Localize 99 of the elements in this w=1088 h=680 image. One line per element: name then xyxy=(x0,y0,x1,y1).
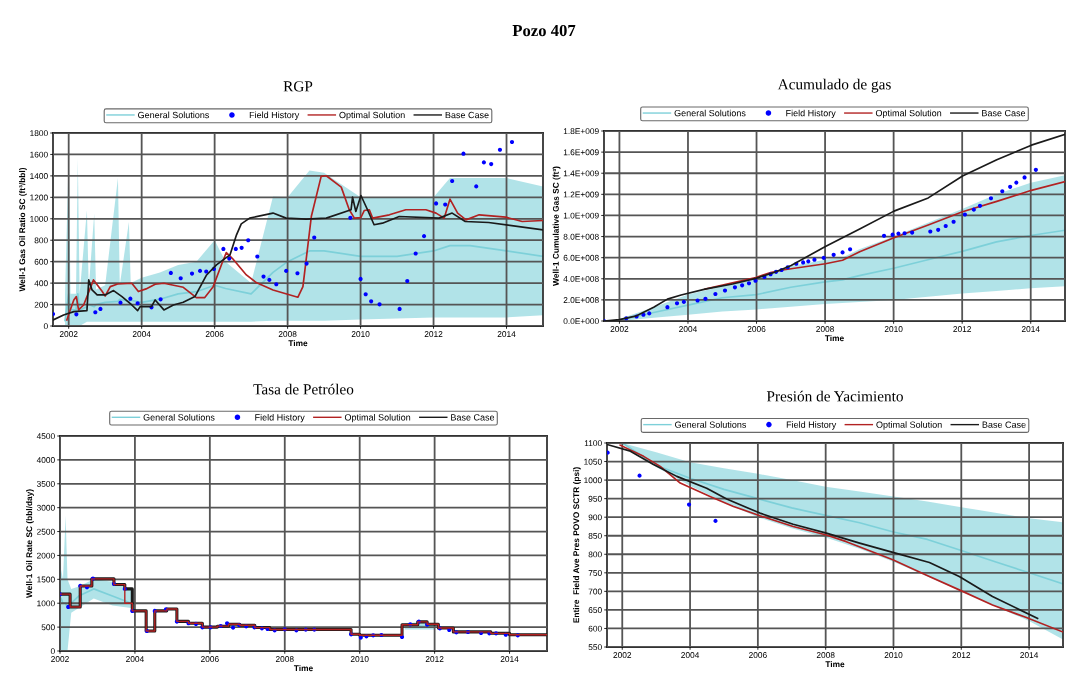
x-tick-label: 2006 xyxy=(205,331,224,337)
x-tick-label: 2014 xyxy=(1021,326,1040,332)
x-tick-label: 2010 xyxy=(351,331,370,337)
x-tick-label: 2008 xyxy=(816,652,835,658)
y-tick-label: 950 xyxy=(588,495,602,502)
y-tick-label: 200 xyxy=(34,301,48,308)
y-tick-label: 1600 xyxy=(30,151,48,158)
legend-label: Optimal Solution xyxy=(875,109,942,119)
y-tick-label: 550 xyxy=(588,644,602,651)
y-tick-label: 800 xyxy=(588,551,602,558)
legend-label: General Solutions xyxy=(674,109,746,117)
x-tick-label: 2008 xyxy=(816,326,834,332)
y-tick-label: 1100 xyxy=(584,440,602,447)
y-tick-label: 1400 xyxy=(30,173,48,179)
y-tick-label: 1.8E+009 xyxy=(563,128,599,135)
x-axis-title: Time xyxy=(825,661,845,668)
y-tick-label: 0 xyxy=(50,648,55,655)
y-tick-label: 800 xyxy=(34,237,48,244)
legend-label: General Solutions xyxy=(138,111,210,119)
y-tick-label: 4500 xyxy=(36,433,55,440)
legend-label: Base Case xyxy=(445,111,489,119)
x-tick-label: 2004 xyxy=(679,326,697,332)
chart-title: Acumulado de gas xyxy=(777,78,891,93)
y-tick-label: 600 xyxy=(588,625,602,632)
y-axis-title: Well-1 Cumulative Gas SC (ft³) xyxy=(552,166,561,286)
x-axis-title: Time xyxy=(293,665,313,672)
y-tick-label: 1200 xyxy=(30,194,48,201)
y-tick-label: 850 xyxy=(588,532,602,539)
y-tick-label: 500 xyxy=(41,624,55,631)
x-tick-label: 2002 xyxy=(59,331,78,337)
y-tick-label: 6.0E+008 xyxy=(563,254,599,261)
x-tick-label: 2012 xyxy=(952,652,971,658)
legend-label: Base Case xyxy=(982,109,1026,117)
x-tick-label: 2014 xyxy=(500,656,519,662)
y-tick-label: 1000 xyxy=(37,600,55,607)
chart-title: Presión de Yacimiento xyxy=(766,390,903,402)
y-tick-label: 0.0E+000 xyxy=(563,318,599,325)
y-tick-label: 700 xyxy=(588,588,602,595)
x-tick-label: 2006 xyxy=(201,656,219,662)
y-tick-label: 650 xyxy=(588,607,602,614)
legend-label: Optimal Solution xyxy=(876,421,942,430)
y-tick-label: 1050 xyxy=(584,458,602,465)
y-tick-label: 0 xyxy=(43,323,48,330)
y-tick-label: 4.0E+008 xyxy=(563,275,599,282)
y-tick-label: 3500 xyxy=(36,480,55,487)
y-tick-label: 900 xyxy=(588,514,602,521)
x-tick-label: 2004 xyxy=(132,331,151,337)
y-axis-title: Well-1 Gas Oil Ratio SC (ft³/bbl) xyxy=(19,167,27,292)
x-tick-label: 2010 xyxy=(884,652,903,658)
legend-label: Field History xyxy=(249,111,300,120)
y-tick-label: 3000 xyxy=(36,504,55,511)
y-tick-label: 750 xyxy=(588,570,602,576)
legend-label: Field History xyxy=(255,413,305,423)
x-tick-label: 2012 xyxy=(424,331,443,337)
legend-label: General Solutions xyxy=(675,421,747,428)
legend-label: General Solutions xyxy=(143,413,215,421)
legend-label: Base Case xyxy=(982,421,1026,428)
x-tick-label: 2012 xyxy=(425,656,444,662)
y-axis-title: Well-1 Oil Rate SC (bbl/day) xyxy=(26,489,34,599)
x-tick-label: 2008 xyxy=(275,656,294,662)
x-tick-label: 2014 xyxy=(1020,652,1039,658)
y-tick-label: 1.2E+009 xyxy=(563,191,599,198)
y-tick-label: 1.6E+009 xyxy=(563,149,599,156)
legend-label: Field History xyxy=(786,421,837,430)
x-tick-label: 2004 xyxy=(681,652,700,658)
x-axis-title: Time xyxy=(824,335,844,342)
chart-title: Tasa de Petróleo xyxy=(253,383,354,395)
y-tick-label: 2.0E+008 xyxy=(563,297,599,303)
y-tick-label: 1000 xyxy=(30,215,48,222)
legend-label: Base Case xyxy=(451,414,495,421)
y-tick-label: 400 xyxy=(34,280,48,287)
y-tick-label: 1000 xyxy=(584,477,602,484)
y-tick-label: 1800 xyxy=(30,130,48,137)
x-axis-title: Time xyxy=(288,340,308,347)
x-tick-label: 2006 xyxy=(749,652,767,658)
x-tick-label: 2014 xyxy=(497,331,516,337)
x-tick-label: 2012 xyxy=(953,326,972,332)
chart-title: RGP xyxy=(283,81,313,92)
x-tick-label: 2002 xyxy=(610,326,629,332)
legend-label: Field History xyxy=(786,109,836,119)
x-tick-label: 2004 xyxy=(126,656,144,662)
text: Pozo 407 xyxy=(512,24,576,37)
x-tick-label: 2010 xyxy=(350,656,369,662)
x-tick-label: 2002 xyxy=(613,652,632,658)
y-tick-label: 2000 xyxy=(37,552,55,559)
x-tick-label: 2008 xyxy=(278,331,297,337)
y-tick-label: 1500 xyxy=(37,576,55,583)
y-tick-label: 2500 xyxy=(37,528,55,535)
y-tick-label: 1.0E+009 xyxy=(563,212,599,219)
x-tick-label: 2002 xyxy=(51,656,69,662)
legend-label: Optimal Solution xyxy=(339,111,405,120)
x-tick-label: 2006 xyxy=(747,326,766,332)
y-tick-label: 1.4E+009 xyxy=(563,170,599,177)
x-tick-label: 2010 xyxy=(884,326,903,332)
y-tick-label: 4000 xyxy=(36,457,55,463)
y-tick-label: 600 xyxy=(34,258,48,265)
y-axis-title: Entire Field Ave Pres POVO SCTR (psi) xyxy=(573,467,581,623)
y-tick-label: 8.0E+008 xyxy=(563,233,599,240)
legend-label: Optimal Solution xyxy=(344,413,411,423)
